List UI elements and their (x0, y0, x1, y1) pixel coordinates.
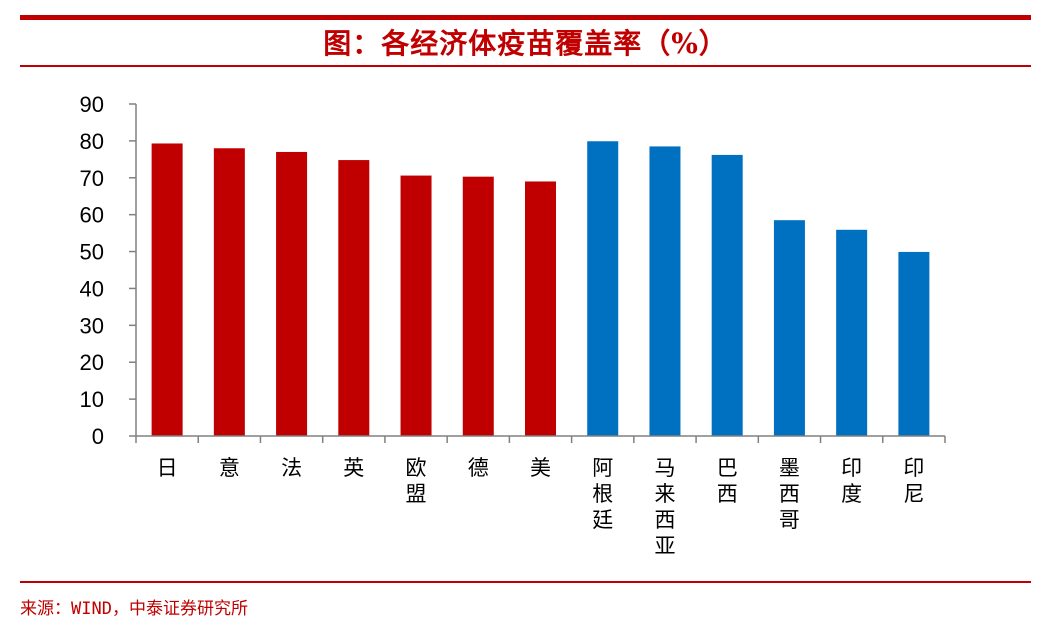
y-tick-label: 90 (80, 92, 104, 117)
bar (338, 160, 370, 436)
y-tick-label: 50 (80, 240, 104, 265)
x-tick-label: 英 (343, 456, 364, 480)
bar (898, 251, 930, 436)
bar (773, 220, 805, 436)
y-tick-label: 80 (80, 129, 104, 154)
y-tick-label: 0 (92, 424, 104, 449)
top-rule (20, 15, 1031, 20)
bar (649, 146, 681, 436)
y-tick-label: 10 (80, 387, 104, 412)
chart-title: 图：各经济体疫苗覆盖率（%） (323, 27, 728, 60)
x-tick-label: 印尼 (903, 456, 924, 506)
bar (213, 148, 245, 436)
y-tick-label: 70 (80, 166, 104, 191)
x-tick-label: 印度 (841, 456, 862, 506)
bar (836, 229, 868, 436)
bar (400, 175, 432, 436)
title-underline (20, 65, 1031, 67)
x-tick-label: 德 (468, 456, 489, 480)
bar (462, 176, 494, 436)
y-tick-label: 40 (80, 276, 104, 301)
x-tick-label: 意 (219, 456, 240, 480)
bar (276, 151, 308, 436)
bar (587, 141, 619, 436)
bar (711, 154, 743, 436)
y-tick-label: 60 (80, 203, 104, 228)
source-note: 来源：WIND，中泰证券研究所 (20, 599, 248, 619)
x-tick-label: 美 (530, 456, 551, 480)
y-tick-label: 20 (80, 350, 104, 375)
y-tick-label: 30 (80, 313, 104, 338)
x-tick-label: 马来西亚 (654, 456, 675, 558)
x-tick-label: 阿根廷 (592, 456, 613, 532)
bar (151, 143, 183, 436)
bar (525, 181, 556, 436)
bottom-rule (20, 581, 1031, 583)
x-tick-label: 法 (281, 456, 302, 480)
x-tick-label: 欧盟 (406, 456, 427, 506)
x-tick-label: 墨西哥 (779, 456, 800, 532)
x-tick-label: 日 (157, 456, 178, 480)
x-tick-label: 巴西 (717, 456, 738, 506)
